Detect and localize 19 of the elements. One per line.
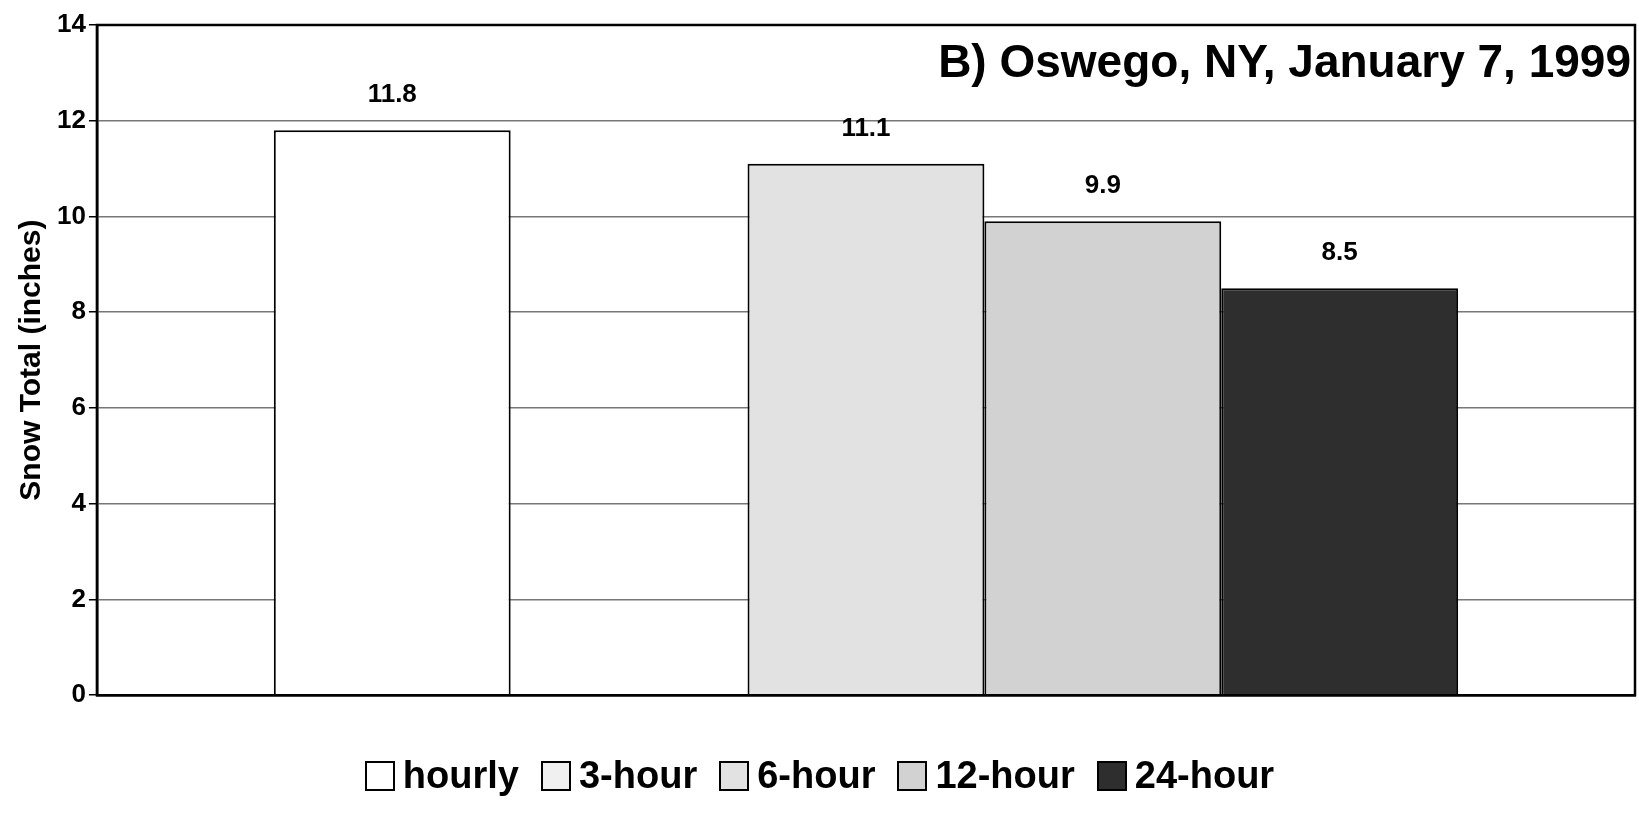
y-tick-label: 6 [71, 391, 86, 422]
data-label: 11.8 [367, 78, 417, 109]
y-tick-label: 14 [57, 8, 87, 39]
chart-title: B) Oswego, NY, January 7, 1999 [938, 34, 1631, 87]
series-label: hourly [402, 754, 519, 797]
y-tick-label: 8 [71, 295, 86, 326]
data-label: 8.5 [1321, 236, 1358, 267]
legend-label: 6-hour [757, 754, 876, 797]
y-tick-label: 0 [71, 678, 86, 709]
y-tick-label: 2 [71, 582, 86, 613]
y-axis-title: Snow Total (inches) [13, 219, 47, 501]
legend-label: 12-hour [935, 754, 1075, 797]
y-tick-label: 10 [57, 199, 86, 230]
data-label: 9.9 [1084, 169, 1121, 200]
y-tick-label: 4 [71, 486, 87, 517]
data-label: 11.1 [841, 112, 891, 142]
legend-label: 24-hour [1134, 754, 1275, 797]
y-tick-label: 12 [57, 103, 86, 134]
legend-label: 3-hour [578, 754, 698, 797]
